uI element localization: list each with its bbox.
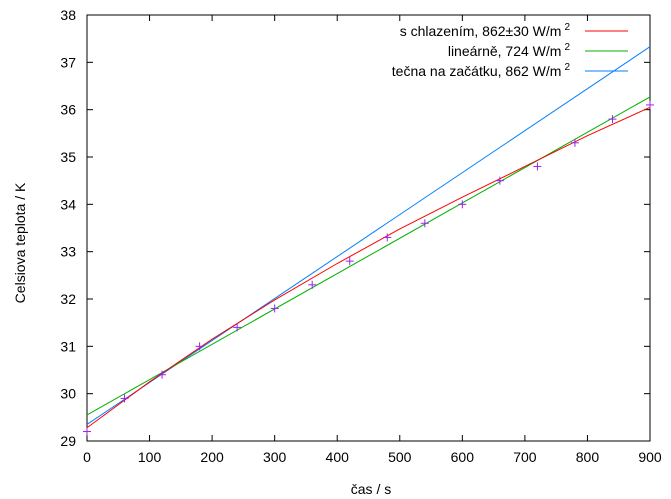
data-point-marker	[495, 176, 504, 185]
x-tick-label: 400	[326, 449, 350, 465]
data-point-marker	[458, 200, 467, 209]
ticks	[86, 14, 651, 442]
y-tick-label: 36	[60, 102, 76, 118]
data-point-marker	[158, 370, 167, 379]
x-tick-label: 600	[451, 449, 475, 465]
tick-labels: 0 100 200 300 400 500 600 700 800 900 29 30 31 32 33 34…	[60, 7, 661, 465]
data-point-marker	[533, 162, 542, 171]
y-tick-label: 37	[60, 54, 76, 70]
x-axis-title: čas / s	[351, 481, 391, 497]
x-tick-label: 300	[263, 449, 287, 465]
y-tick-label: 38	[60, 7, 76, 23]
plot-border	[86, 14, 651, 442]
y-tick-label: 34	[60, 196, 76, 212]
x-tick-label: 500	[388, 449, 412, 465]
series-line	[86, 106, 651, 429]
data-point-marker	[270, 304, 279, 313]
x-tick-label: 800	[576, 449, 600, 465]
legend-label: lineárně, 724 W/m 2	[448, 42, 571, 59]
y-tick-label: 32	[60, 291, 76, 307]
x-tick-label: 700	[513, 449, 537, 465]
legend-label: tečna na začátku, 862 W/m 2	[392, 62, 571, 79]
data-point-marker	[608, 115, 617, 124]
data-point-marker	[195, 342, 204, 351]
data-point-marker	[383, 233, 392, 242]
data-point-marker	[420, 219, 429, 228]
x-tick-label: 900	[638, 449, 662, 465]
data-point-marker	[570, 138, 579, 147]
y-tick-label: 35	[60, 149, 76, 165]
plot-frame	[86, 14, 651, 442]
data-point-marker	[308, 280, 317, 289]
legend-label: s chlazením, 862±30 W/m 2	[400, 22, 571, 39]
legend: s chlazením, 862±30 W/m 2 lineárně, 724 W/…	[392, 22, 628, 79]
y-tick-label: 31	[60, 338, 76, 354]
data-point-marker	[120, 394, 129, 403]
data-point-marker	[646, 100, 654, 109]
data-point-marker	[83, 427, 91, 436]
x-tick-label: 100	[138, 449, 162, 465]
y-tick-label: 33	[60, 244, 76, 260]
x-tick-label: 0	[83, 449, 91, 465]
y-tick-label: 30	[60, 386, 76, 402]
x-tick-label: 200	[200, 449, 224, 465]
y-tick-label: 29	[60, 433, 76, 449]
data-point-marker	[345, 257, 354, 266]
data-point-marker	[233, 323, 242, 332]
series-line	[86, 96, 651, 416]
series-layer	[83, 46, 654, 436]
y-axis-title: Celsiova teplota / K	[12, 182, 28, 303]
